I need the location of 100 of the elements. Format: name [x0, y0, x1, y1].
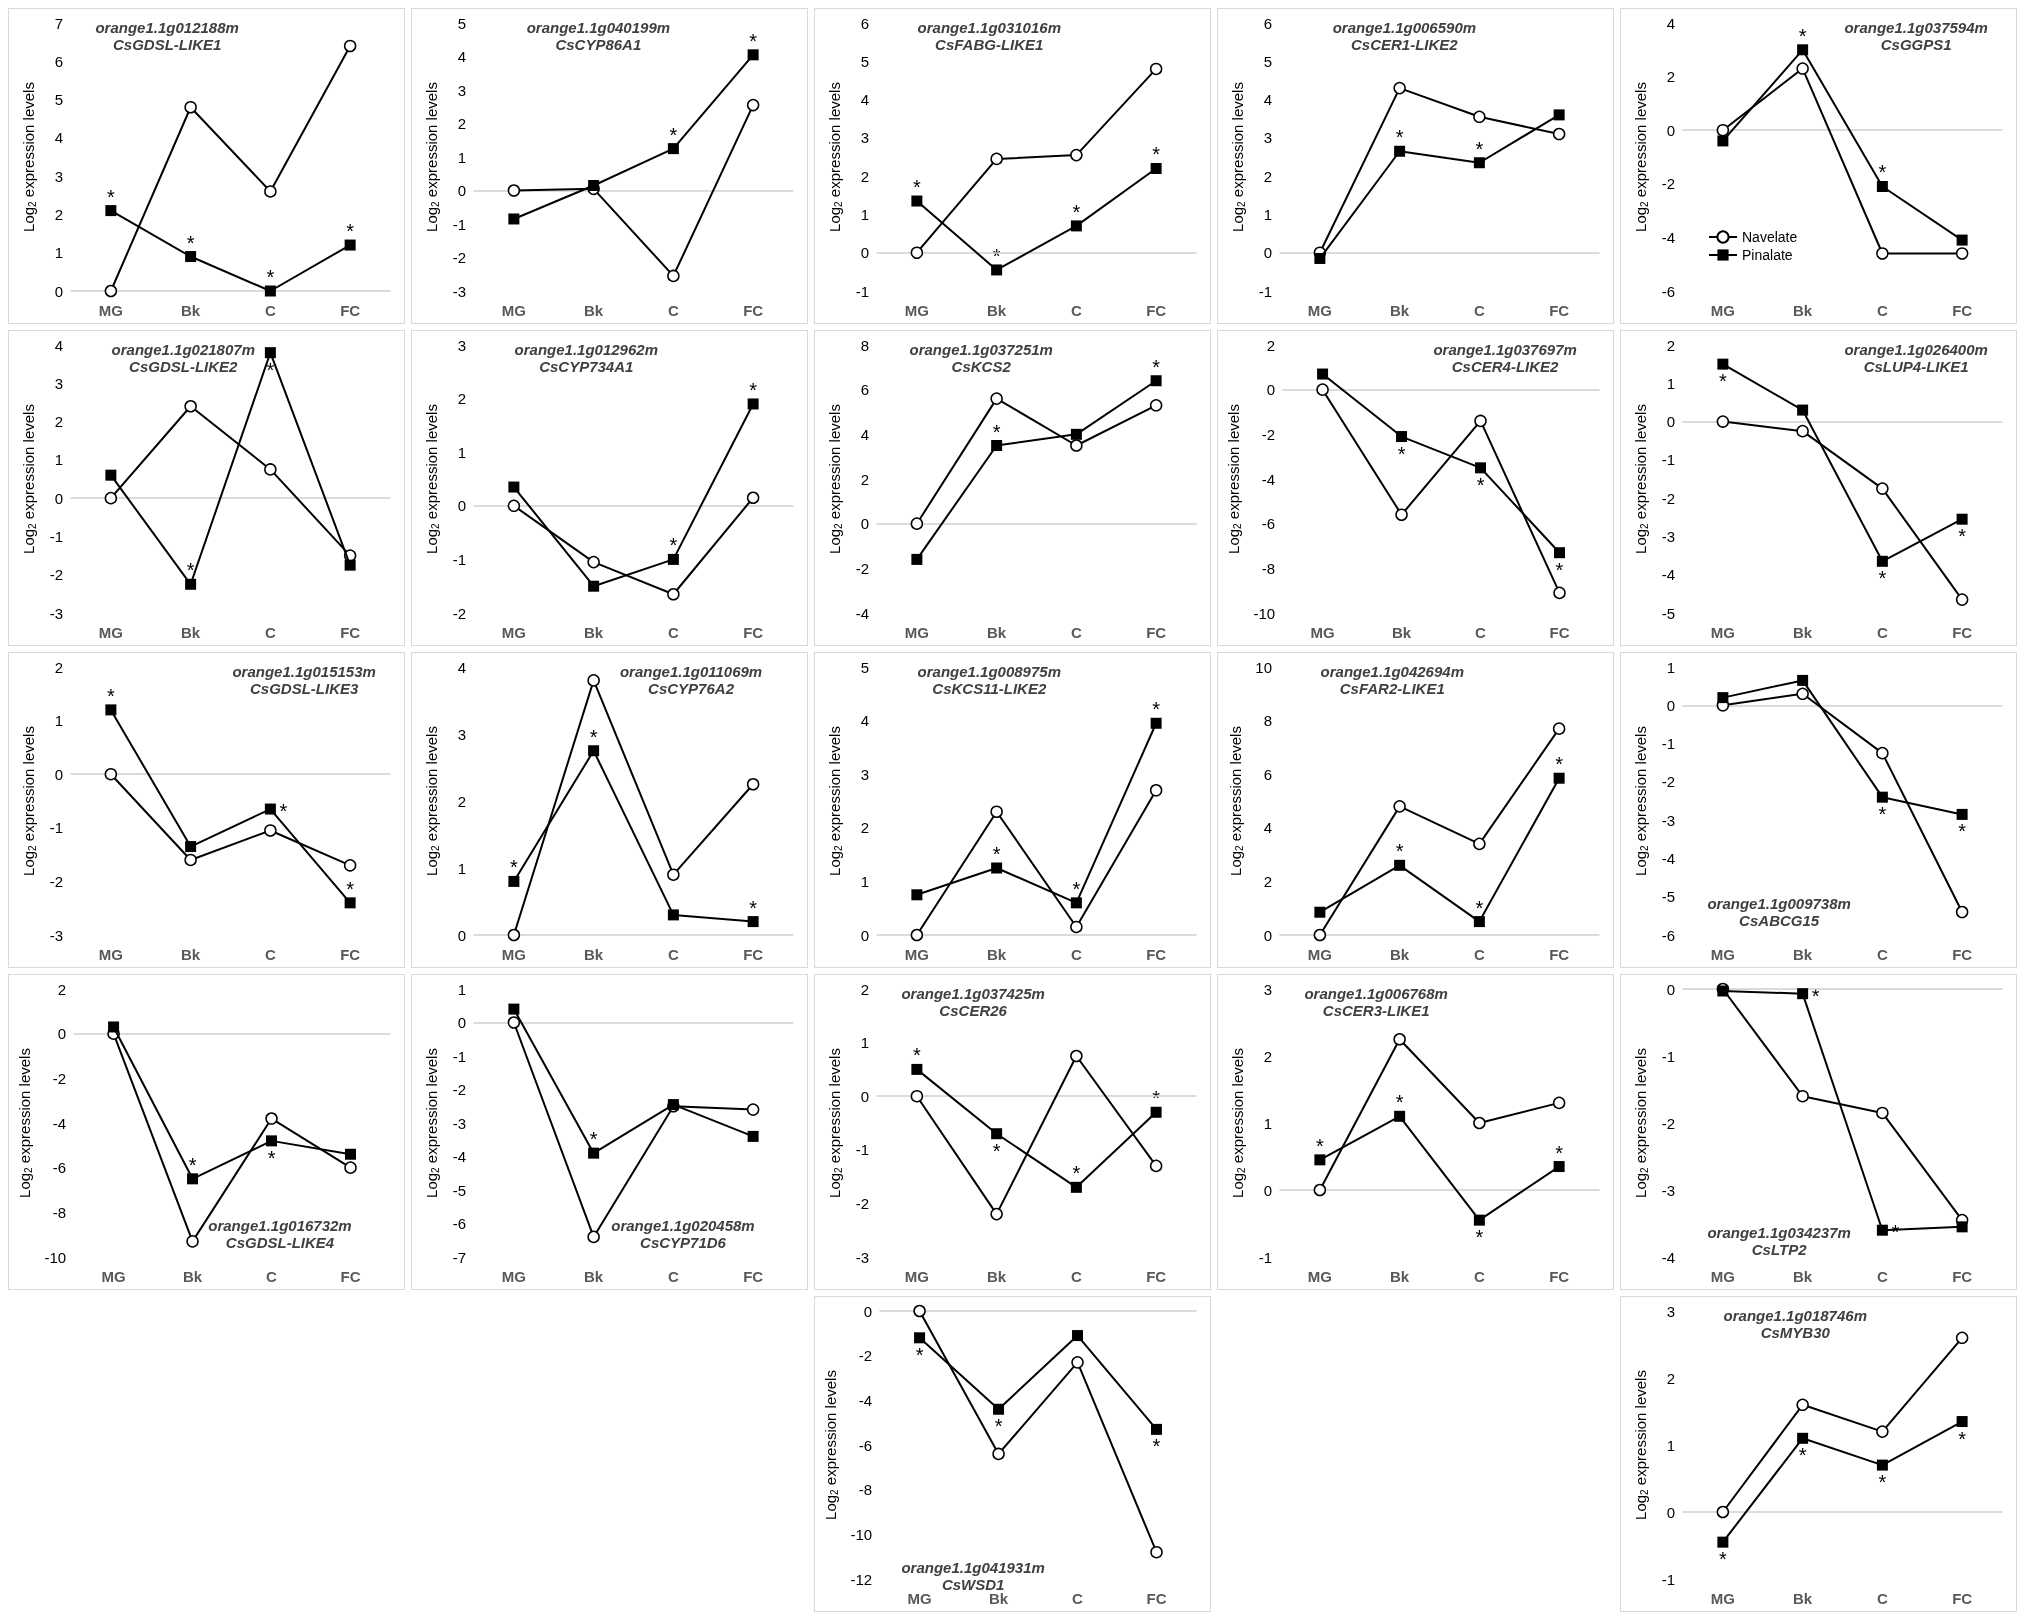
annotation: *: [992, 1139, 1001, 1162]
point: [105, 205, 117, 217]
x-tick-label: FC: [1952, 1268, 1973, 1285]
point: [264, 803, 276, 815]
text: CsABCG15: [1739, 912, 1820, 930]
x-tick-label: Bk: [988, 1590, 1009, 1607]
point: [1149, 784, 1163, 797]
y-tick-label: -4: [1261, 470, 1276, 488]
point: [1151, 1423, 1163, 1435]
point: [1955, 593, 1969, 606]
y-tick-label: -7: [452, 1248, 466, 1266]
point: [1149, 62, 1163, 76]
y-tick-label: 0: [457, 1014, 466, 1031]
point: [1314, 906, 1326, 918]
x-tick-label: FC: [1549, 946, 1570, 963]
y-tick-label: 4: [457, 48, 466, 65]
text: CsWSD1: [941, 1575, 1005, 1593]
y-tick-label: 4: [860, 91, 869, 109]
y-tick-label: 0: [863, 1302, 873, 1320]
point: [747, 1130, 759, 1142]
x-tick-label: MG: [1710, 946, 1735, 963]
annotation: *: [1395, 840, 1404, 863]
point: [186, 1235, 199, 1248]
x-tick-label: MG: [1710, 302, 1735, 319]
x-tick-label: C: [667, 302, 679, 319]
y-axis-title: Log2 expression levels: [1226, 726, 1245, 876]
annotation: *: [912, 1044, 921, 1067]
y-tick-label: 6: [54, 52, 63, 70]
annotation: *: [992, 843, 1001, 865]
point: [1070, 1049, 1083, 1063]
text: CsFABG-LIKE1: [935, 36, 1044, 54]
y-tick-label: 2: [457, 115, 466, 132]
y-tick-label: -4: [855, 604, 869, 622]
y-tick-label: -4: [1661, 849, 1675, 867]
y-tick-label: -2: [1661, 489, 1675, 507]
x-tick-label: MG: [1710, 1268, 1735, 1285]
chart-title: orange1.1g026400m: [1844, 341, 1988, 359]
y-tick-label: 1: [54, 712, 63, 730]
x-tick-label: FC: [743, 946, 764, 963]
point: [1070, 897, 1082, 909]
point: [1876, 555, 1888, 567]
y-tick-label: 4: [860, 425, 869, 443]
x-tick-label: FC: [340, 302, 361, 319]
annotation: *: [1555, 1141, 1564, 1164]
x-tick-label: MG: [1310, 624, 1335, 641]
y-tick-label: 3: [1263, 980, 1272, 998]
y-tick-label: 8: [860, 336, 869, 354]
point: [913, 1304, 926, 1318]
point: [1876, 1425, 1889, 1438]
point: [1797, 1432, 1809, 1444]
legend-label: Pinalate: [1742, 247, 1793, 263]
annotation: *: [106, 684, 115, 707]
point: [508, 875, 520, 887]
text: CsLTP2: [1751, 1240, 1808, 1258]
point: [1070, 428, 1082, 440]
y-axis-title: Log2 expression levels: [1631, 1370, 1650, 1520]
y-tick-label: 2: [860, 470, 869, 488]
y-tick-label: 5: [54, 91, 63, 109]
y-tick-label: 10: [1255, 658, 1272, 676]
x-tick-label: MG: [501, 302, 526, 319]
annotation: *: [346, 877, 355, 900]
point: [1955, 247, 1969, 260]
y-tick-label: -1: [452, 550, 466, 568]
y-tick-label: 4: [1263, 819, 1272, 837]
point: [1956, 1221, 1968, 1233]
x-tick-label: MG: [98, 946, 123, 963]
point: [345, 1148, 357, 1160]
point: [105, 704, 117, 716]
y-axis-title: Log2 expression levels: [19, 82, 38, 232]
point: [667, 269, 680, 283]
y-axis-title: Log2 expression levels: [825, 82, 844, 232]
point: [911, 1063, 923, 1075]
point: [1394, 859, 1406, 871]
point: [1396, 431, 1408, 443]
point: [746, 98, 760, 112]
point: [1796, 424, 1809, 438]
point: [1553, 586, 1566, 600]
text: CsLUP4-LIKE1: [1863, 358, 1969, 376]
x-tick-label: FC: [1146, 302, 1167, 319]
point: [1072, 1330, 1084, 1342]
y-axis-title: Log2 expression levels: [825, 1048, 844, 1198]
x-tick-label: MG: [1307, 302, 1332, 319]
annotation: *: [1395, 126, 1404, 149]
point: [747, 398, 759, 410]
x-tick-label: MG: [1710, 1590, 1735, 1607]
point: [1070, 220, 1082, 232]
point: [910, 246, 924, 259]
point: [911, 553, 923, 565]
y-tick-label: -3: [1661, 527, 1675, 545]
legend-label: Navelate: [1742, 229, 1798, 245]
y-tick-label: -2: [855, 559, 869, 577]
text: CsCER3-LIKE1: [1322, 1002, 1430, 1020]
y-tick-label: 2: [1666, 1369, 1675, 1387]
point: [1716, 415, 1730, 428]
point: [588, 745, 600, 757]
y-tick-label: -6: [52, 1159, 67, 1177]
y-tick-label: 2: [1263, 1047, 1272, 1065]
y-tick-label: -4: [1661, 566, 1675, 584]
y-tick-label: 0: [860, 244, 869, 262]
annotation: *: [1958, 1427, 1967, 1450]
